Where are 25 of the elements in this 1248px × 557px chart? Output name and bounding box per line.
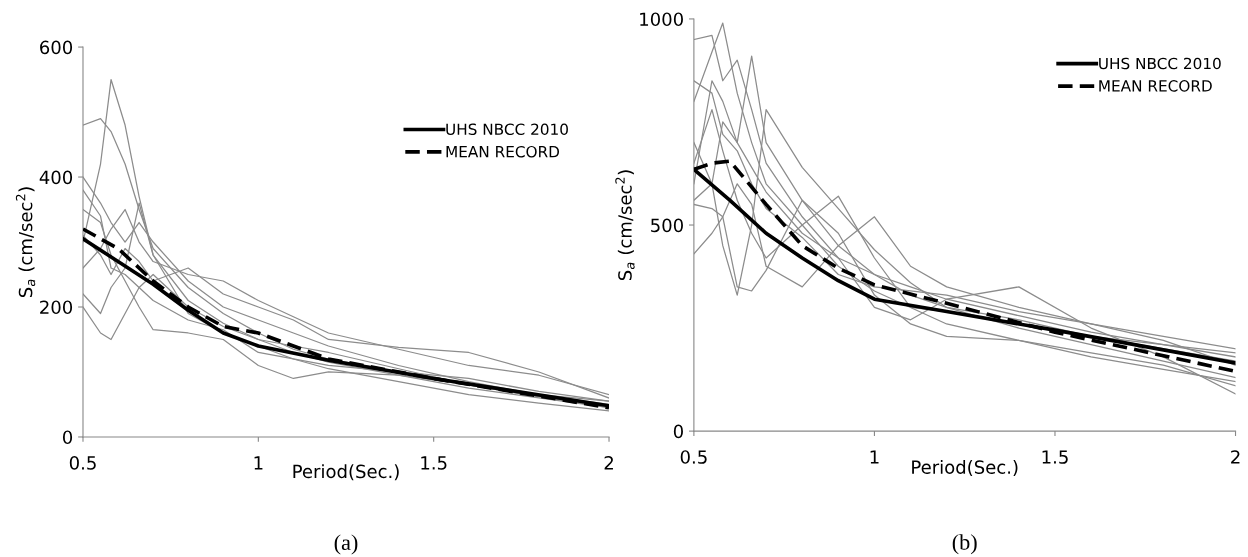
x-tick-label: 0.5 — [69, 456, 96, 470]
legend-label: UHS NBCC 2010 — [446, 123, 568, 136]
x-tick-label: 1.5 — [1042, 450, 1068, 464]
legend-label: UHS NBCC 2010 — [1099, 57, 1221, 70]
x-tick-label: 2 — [604, 456, 613, 470]
legend-label: MEAN RECORD — [1099, 80, 1212, 92]
x-axis-title: Period(Sec.) — [293, 464, 399, 481]
y-tick-label: 0 — [673, 424, 683, 439]
y-tick-label: 600 — [40, 40, 73, 55]
x-tick-label: 0.5 — [680, 450, 707, 464]
y-tick-label: 500 — [651, 218, 683, 233]
y-axis-title: S$_{a}$ (cm/sec$^{2}$) — [15, 187, 36, 298]
x-tick-label: 1 — [870, 450, 879, 464]
y-tick-label: 400 — [39, 170, 73, 185]
y-axis-title: S$_{a}$ (cm/sec$^{2}$) — [615, 170, 635, 281]
text: (b) — [952, 534, 977, 555]
legend-label: MEAN RECORD — [446, 145, 560, 158]
y-tick-label: 1000 — [640, 12, 683, 27]
y-tick-label: 200 — [40, 300, 73, 315]
x-axis-title: Period(Sec.) — [912, 459, 1018, 477]
text: (a) — [334, 534, 358, 555]
y-tick-label: 0 — [62, 430, 73, 445]
x-tick-label: 1 — [254, 456, 263, 470]
x-tick-label: 1.5 — [421, 456, 447, 470]
x-tick-label: 2 — [1231, 450, 1240, 464]
